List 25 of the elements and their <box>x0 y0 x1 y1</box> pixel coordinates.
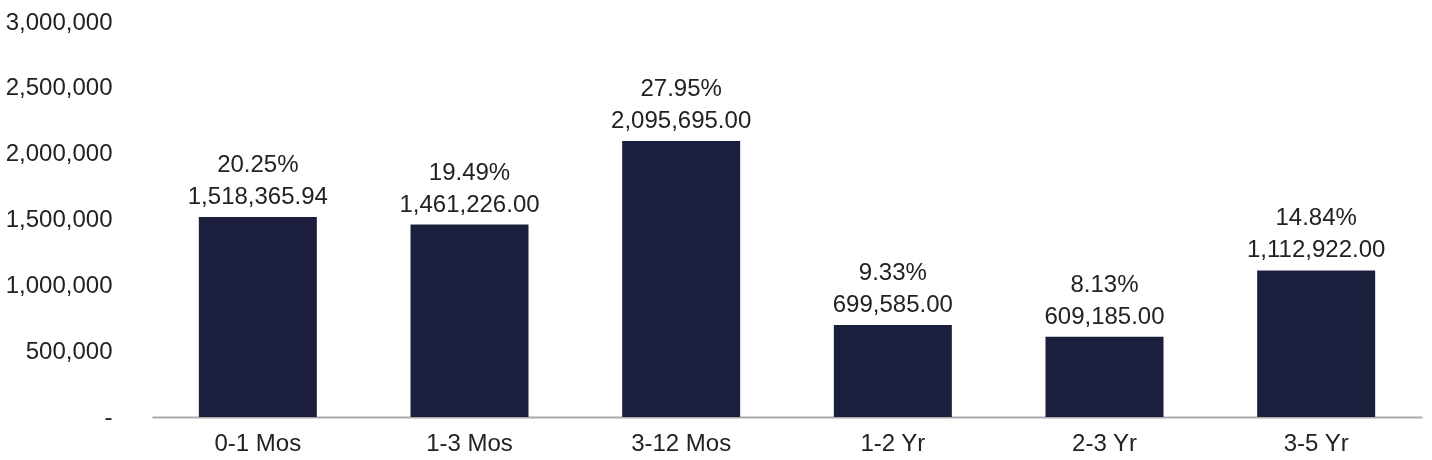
bar <box>622 141 741 417</box>
x-tick-label: 3-5 Yr <box>1283 428 1349 456</box>
text: 27.95% 2,095,695.00 <box>611 74 752 134</box>
bar <box>833 324 952 417</box>
text: 14.84% 1,112,922.00 <box>1246 203 1386 263</box>
x-tick-label: 3-12 Mos <box>631 428 732 456</box>
x-tick-label: 1-3 Mos <box>426 428 513 456</box>
x-tick-label: 2-3 Yr <box>1072 428 1137 456</box>
x-tick-label: 0-1 Mos <box>214 428 302 456</box>
y-tick-label: 3,000,000 <box>5 7 113 35</box>
y-tick-label: 2,500,000 <box>5 73 113 101</box>
y-tick-label: - <box>104 402 113 430</box>
text: 20.25% 1,518,365.94 <box>187 150 328 210</box>
y-tick-label: 1,500,000 <box>5 205 113 232</box>
text: 19.49% 1,461,226.00 <box>399 157 540 217</box>
bar <box>198 217 317 417</box>
text: 9.33% 699,585.00 <box>832 257 953 317</box>
y-tick-label: 500,000 <box>25 336 113 364</box>
y-tick-label: 1,000,000 <box>5 270 113 298</box>
text: 8.13% 609,185.00 <box>1044 269 1165 329</box>
bar <box>410 224 529 417</box>
x-tick-label: 1-2 Yr <box>860 428 926 456</box>
bar <box>1045 336 1164 417</box>
bar <box>1257 270 1376 417</box>
y-tick-label: 2,000,000 <box>5 139 113 167</box>
